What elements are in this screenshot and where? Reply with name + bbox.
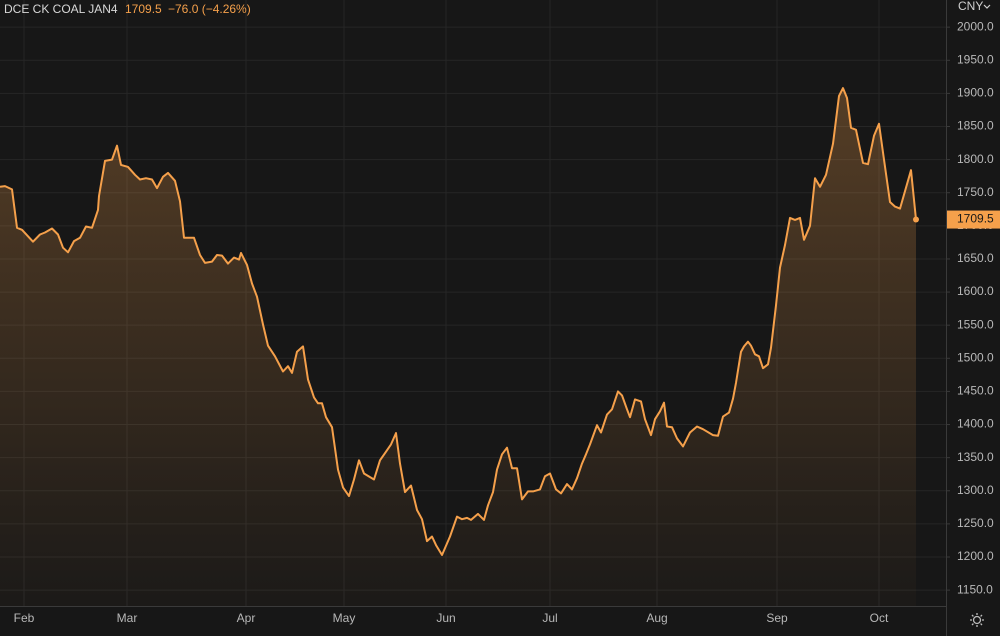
y-tick-label: 1450.0 xyxy=(957,384,994,398)
axes: 1150.0 1200.0 1250.0 1300.0 1350.0 1400.0 1450… xyxy=(14,19,1000,625)
y-tick-label: 1850.0 xyxy=(957,119,994,133)
y-tick-label: 1500.0 xyxy=(957,350,994,364)
y-tick-label: 1350.0 xyxy=(957,450,994,464)
y-tick-label: 1650.0 xyxy=(957,251,994,265)
symbol: DCE CK COAL JAN4 xyxy=(4,2,118,16)
y-tick-label: 1150.0 xyxy=(957,582,993,596)
x-tick-label: Jul xyxy=(542,611,557,625)
x-tick-label: Mar xyxy=(117,611,138,625)
currency-selector[interactable]: CNY xyxy=(958,0,983,13)
y-tick-label: 1750.0 xyxy=(957,185,994,199)
x-tick-label: Aug xyxy=(646,611,667,625)
y-tick-label: 1550.0 xyxy=(957,317,994,331)
x-tick-label: Jun xyxy=(436,611,455,625)
x-tick-label: Oct xyxy=(870,611,889,625)
price-line xyxy=(0,87,917,556)
last-point xyxy=(913,216,919,223)
last-price-badge xyxy=(947,210,1000,229)
x-tick-label: Sep xyxy=(766,611,788,625)
y-tick-label: 1800.0 xyxy=(957,152,994,166)
header-change: −76.0 (−4.26%) xyxy=(168,2,251,16)
y-tick-label: 1200.0 xyxy=(957,549,994,563)
y-tick-label: 1300.0 xyxy=(957,483,994,497)
x-tick-label: Feb xyxy=(14,611,35,625)
area xyxy=(0,88,916,607)
y-tick-label: 1250.0 xyxy=(957,516,994,530)
y-tick-label: 1950.0 xyxy=(957,52,994,66)
chevron-icon[interactable] xyxy=(983,4,991,9)
last-price-label: 1709.5 xyxy=(957,212,994,226)
y-tick-label: 1900.0 xyxy=(957,86,994,100)
y-tick-label: 2000.0 xyxy=(957,19,994,33)
y-tick-label: 1400.0 xyxy=(957,417,994,431)
y-tick-label: 1600.0 xyxy=(957,284,994,298)
x-tick-label: May xyxy=(333,611,356,625)
plot xyxy=(0,87,919,607)
x-tick-label: Apr xyxy=(237,611,256,625)
header-last-price: 1709.5 xyxy=(125,2,162,16)
settings-icon[interactable] xyxy=(970,613,984,627)
